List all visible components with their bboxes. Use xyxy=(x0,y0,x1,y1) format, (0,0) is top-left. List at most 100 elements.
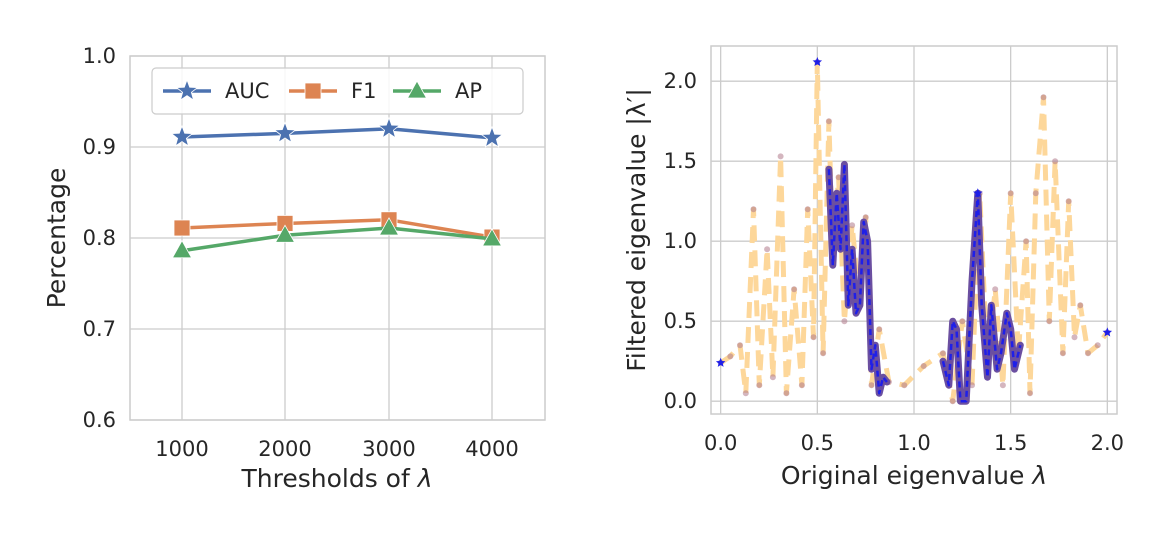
left-x-tick-label: 4000 xyxy=(465,437,518,461)
scatter-point xyxy=(835,174,842,181)
right-x-axis-label-text: Original eigenvalue xyxy=(781,461,1032,490)
scatter-point xyxy=(940,350,946,357)
data-point-auc xyxy=(170,124,194,147)
scatter-point xyxy=(764,246,771,253)
right-y-tick-label: 0.5 xyxy=(664,309,697,333)
scatter-point xyxy=(756,382,763,389)
left-x-tick-label: 1000 xyxy=(155,437,208,461)
legend-item-ap: AP xyxy=(393,79,482,103)
scatter-point xyxy=(783,390,790,397)
left-x-axis-label-symbol: λ xyxy=(416,464,433,493)
highlight-point xyxy=(715,357,726,367)
scatter-point xyxy=(849,222,856,229)
scatter-point xyxy=(1059,350,1066,357)
legend-marker-ap xyxy=(406,80,428,99)
left-y-axis-label: Percentage xyxy=(42,168,71,309)
scatter-point xyxy=(1007,190,1014,197)
scatter-point xyxy=(949,398,956,405)
scatter-point xyxy=(750,206,757,213)
scatter-point xyxy=(920,363,927,369)
scatter-point xyxy=(901,382,908,389)
scatter-point xyxy=(737,342,743,349)
data-point-auc xyxy=(273,121,297,144)
scatter-point xyxy=(1071,334,1078,341)
right-x-tick-label: 0.0 xyxy=(704,431,737,455)
right-y-tick-label: 2.0 xyxy=(664,69,697,93)
legend-marker-f1 xyxy=(304,82,322,100)
scatter-point xyxy=(804,206,811,213)
legend-item-f1: F1 xyxy=(289,79,376,103)
right-y-tick-label: 1.0 xyxy=(664,229,697,253)
series-auc xyxy=(170,116,504,148)
data-point-f1 xyxy=(173,219,191,237)
scatter-point xyxy=(810,334,817,341)
left-series xyxy=(170,116,504,259)
scatter-point xyxy=(1052,158,1059,165)
right-x-tick-label: 2.0 xyxy=(1091,431,1124,455)
scatter-point xyxy=(1085,350,1091,357)
blue-trace-2 xyxy=(941,191,1022,403)
data-point-ap xyxy=(378,217,400,236)
right-x-axis-label: Original eigenvalue λ xyxy=(781,461,1047,490)
blue-trace-1 xyxy=(827,163,888,395)
right-x-axis-label-symbol: λ xyxy=(1030,461,1047,490)
scatter-point xyxy=(841,318,848,325)
scatter-point xyxy=(1046,318,1053,325)
data-point-ap xyxy=(481,228,503,247)
highlight-point xyxy=(1102,327,1113,337)
right-tick-labels: 0.0 0.5 1.0 1.5 2.0 0.0 0.5 1.0 1.5 2.0 xyxy=(664,69,1124,455)
scatter-point xyxy=(1065,198,1072,205)
right-chart: 0.0 0.5 1.0 1.5 2.0 0.0 0.5 1.0 1.5 2.0 Original … xyxy=(622,45,1124,490)
scatter-point xyxy=(820,350,827,357)
scatter-point xyxy=(727,353,734,360)
legend-item-auc: AUC xyxy=(163,78,269,103)
scatter-point xyxy=(1094,342,1101,349)
series-ap xyxy=(171,217,503,259)
scatter-point xyxy=(777,153,784,160)
left-legend: AUC F1 AP xyxy=(151,67,524,115)
series-line-f1 xyxy=(181,218,493,239)
right-x-tick-label: 1.5 xyxy=(994,431,1027,455)
right-y-axis-label: Filtered eigenvalue |λ′| xyxy=(622,88,651,372)
left-y-tick-label: 0.8 xyxy=(83,226,116,250)
scatter-point xyxy=(1077,302,1084,309)
scatter-point xyxy=(791,286,798,293)
scatter-point xyxy=(992,286,999,293)
series-line-auc xyxy=(181,127,493,140)
left-y-tick-label: 0.7 xyxy=(83,317,116,341)
left-plot-frame xyxy=(129,55,546,421)
scatter-point xyxy=(999,382,1006,389)
series-line-ap xyxy=(181,226,493,253)
left-tick-labels: 0.6 0.7 0.8 0.9 1.0 1000 2000 3000 4000 xyxy=(83,44,519,461)
scatter-point xyxy=(798,382,805,389)
legend-marker-auc xyxy=(175,78,199,101)
right-plot-frame xyxy=(710,45,1118,415)
legend-label-auc: AUC xyxy=(225,79,269,103)
right-x-tick-label: 0.5 xyxy=(801,431,834,455)
left-y-tick-label: 0.9 xyxy=(83,135,116,159)
scatter-point xyxy=(1027,390,1033,397)
left-x-axis-label-text: Thresholds of xyxy=(240,464,417,493)
legend-frame xyxy=(151,67,524,115)
data-point-ap xyxy=(274,224,296,243)
scatter-point xyxy=(1032,190,1039,197)
highlight-point xyxy=(973,188,983,198)
right-y-tick-label: 1.5 xyxy=(664,149,697,173)
scatter-point xyxy=(1040,94,1047,101)
legend-label-f1: F1 xyxy=(351,79,376,103)
scatter-point xyxy=(868,382,875,389)
data-point-auc xyxy=(377,116,401,139)
left-x-tick-label: 3000 xyxy=(362,437,415,461)
right-series xyxy=(715,57,1113,405)
scatter-point xyxy=(825,118,832,125)
legend-label-ap: AP xyxy=(455,79,482,103)
series-f1 xyxy=(173,211,501,246)
right-x-tick-label: 1.0 xyxy=(897,431,930,455)
highlight-point xyxy=(812,57,823,67)
scatter-point xyxy=(1023,238,1030,245)
right-y-tick-label: 0.0 xyxy=(664,389,697,413)
left-y-tick-label: 1.0 xyxy=(83,44,116,68)
scatter-point xyxy=(959,318,966,325)
